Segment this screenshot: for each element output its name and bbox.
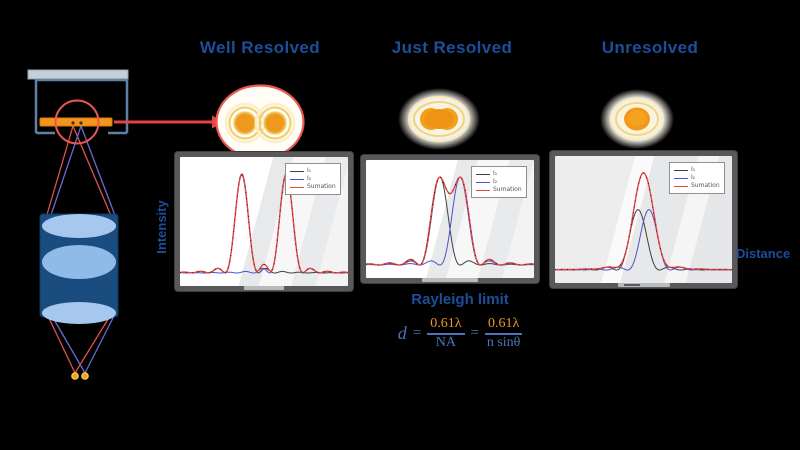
panel-title-unresolved: Unresolved (601, 38, 699, 57)
x-axis-label-distance: Distance (736, 246, 791, 261)
rayleigh-formula: d = 0.61λ NA = 0.61λ n sinθ (360, 316, 560, 351)
monitor-just-resolved: I₁ I₂ Sumation (361, 155, 539, 283)
formula-fraction-nsin: 0.61λ n sinθ (484, 316, 523, 351)
point-source-1 (71, 121, 75, 125)
objective-lens (39, 213, 119, 324)
legend-label-i1: I₁ (691, 166, 696, 173)
legend-label-sum: Sumation (307, 183, 336, 190)
legend-label-sum: Sumation (691, 182, 720, 189)
legend-line-i2 (290, 178, 304, 180)
plot-screen: I₁ I₂ Sumation (555, 156, 732, 283)
overlapping-airy-disks (420, 108, 458, 130)
formula-numerator-1: 0.61λ (430, 316, 462, 331)
legend-label-i2: I₂ (307, 175, 312, 182)
monitor-stand-chip (617, 283, 670, 287)
specimen-highlight-circle (54, 99, 100, 145)
legend-label-sum: Sumation (493, 186, 522, 193)
legend-line-sum (476, 189, 490, 191)
curve-summation-dots (180, 173, 348, 274)
curve-summation-dots (555, 172, 732, 271)
legend-line-i1 (290, 170, 304, 172)
fraction-bar (484, 333, 523, 335)
legend-label-i1: I₁ (307, 167, 312, 174)
airy-pattern-just-resolved (398, 88, 480, 150)
panel-title-just-resolved: Just Resolved (391, 38, 513, 57)
plot-screen: I₁ I₂ Sumation (366, 160, 534, 278)
monitor-logo (623, 284, 640, 286)
legend-label-i2: I₂ (691, 174, 696, 181)
specimen-stage (27, 69, 129, 135)
formula-equals-1: = (412, 325, 422, 342)
airy-disk-right (254, 102, 296, 144)
airy-pattern-well-resolved (215, 84, 305, 160)
formula-numerator-2: 0.61λ (487, 316, 520, 331)
plot-legend: I₁ I₂ Sumation (285, 163, 341, 195)
formula-equals-2: = (470, 325, 479, 342)
light-rays (45, 125, 117, 374)
formula-fraction-na: 0.61λ NA (427, 316, 465, 351)
legend-label-i2: I₂ (493, 178, 498, 185)
formula-d: d (397, 323, 407, 344)
monitor-well-resolved: I₁ I₂ Sumation (175, 152, 353, 291)
airy-disk-left (224, 102, 266, 144)
legend-line-sum (290, 186, 304, 188)
plot-legend: I₁ I₂ Sumation (471, 166, 527, 198)
y-axis-label-intensity: Intensity (154, 200, 169, 254)
arrow-to-airy (114, 115, 225, 129)
microscope-diagram (27, 69, 225, 380)
image-points (71, 372, 89, 380)
intensity-plot-well-resolved (180, 173, 348, 274)
point-source-2 (79, 121, 83, 125)
formula-denominator-1: NA (435, 335, 456, 351)
legend-line-i1 (674, 169, 688, 171)
fraction-bar (427, 333, 465, 335)
legend-line-sum (674, 185, 688, 187)
plot-screen: I₁ I₂ Sumation (180, 157, 348, 286)
legend-line-i1 (476, 173, 490, 175)
plot-legend: I₁ I₂ Sumation (669, 162, 725, 194)
monitor-unresolved: I₁ I₂ Sumation (550, 151, 737, 288)
rayleigh-limit-label: Rayleigh limit (411, 291, 509, 308)
curve-i1 (555, 209, 732, 271)
formula-denominator-2: n sinθ (486, 335, 521, 351)
monitor-stand-chip (422, 278, 478, 282)
specimen-slide (39, 99, 113, 145)
legend-label-i1: I₁ (493, 170, 498, 177)
legend-line-i2 (476, 181, 490, 183)
curve-summation (366, 176, 534, 266)
curve-i2 (555, 209, 732, 271)
legend-line-i2 (674, 177, 688, 179)
monitor-stand-chip (244, 286, 284, 290)
merged-airy-disk (624, 107, 650, 131)
panel-title-well-resolved: Well Resolved (199, 38, 321, 57)
intensity-plot-just-resolved (366, 176, 534, 266)
intensity-plot-unresolved (555, 172, 732, 271)
airy-pattern-unresolved (600, 89, 674, 149)
